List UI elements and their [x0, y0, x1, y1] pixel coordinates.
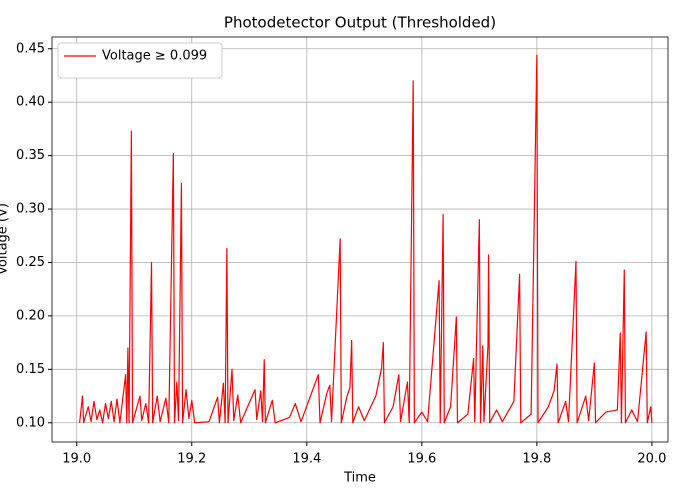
- x-tick-label: 20.0: [637, 452, 666, 467]
- y-tick-label: 0.45: [16, 41, 45, 56]
- x-tick-label: 19.6: [407, 452, 436, 467]
- grid: [52, 37, 668, 442]
- y-axis-label: Voltage (V): [0, 203, 11, 275]
- ticks: 19.0 19.2 19.4 19.6 19.8 20.0 0.10 0.15 0.20 0.25…: [16, 41, 666, 466]
- series-line: [79, 54, 653, 424]
- x-axis-label: Time: [343, 471, 376, 486]
- y-tick-label: 0.25: [16, 255, 45, 270]
- y-tick-label: 0.10: [16, 415, 45, 430]
- plot-area: [79, 54, 653, 424]
- axes-frame: [51, 36, 669, 443]
- chart-title: Photodetector Output (Thresholded): [224, 14, 496, 32]
- legend-label: Voltage ≥ 0.099: [102, 49, 207, 64]
- y-tick-label: 0.15: [16, 362, 45, 377]
- y-tick-label: 0.35: [16, 148, 45, 163]
- y-tick-label: 0.30: [16, 202, 45, 217]
- x-tick-label: 19.4: [292, 452, 321, 467]
- x-tick-label: 19.2: [177, 452, 206, 467]
- y-tick-label: 0.40: [16, 95, 45, 110]
- x-tick-label: 19.0: [62, 452, 91, 467]
- legend-box: [57, 42, 223, 79]
- y-tick-label: 0.20: [16, 308, 45, 323]
- x-tick-label: 19.8: [522, 452, 551, 467]
- legend: Voltage ≥ 0.099: [57, 42, 223, 79]
